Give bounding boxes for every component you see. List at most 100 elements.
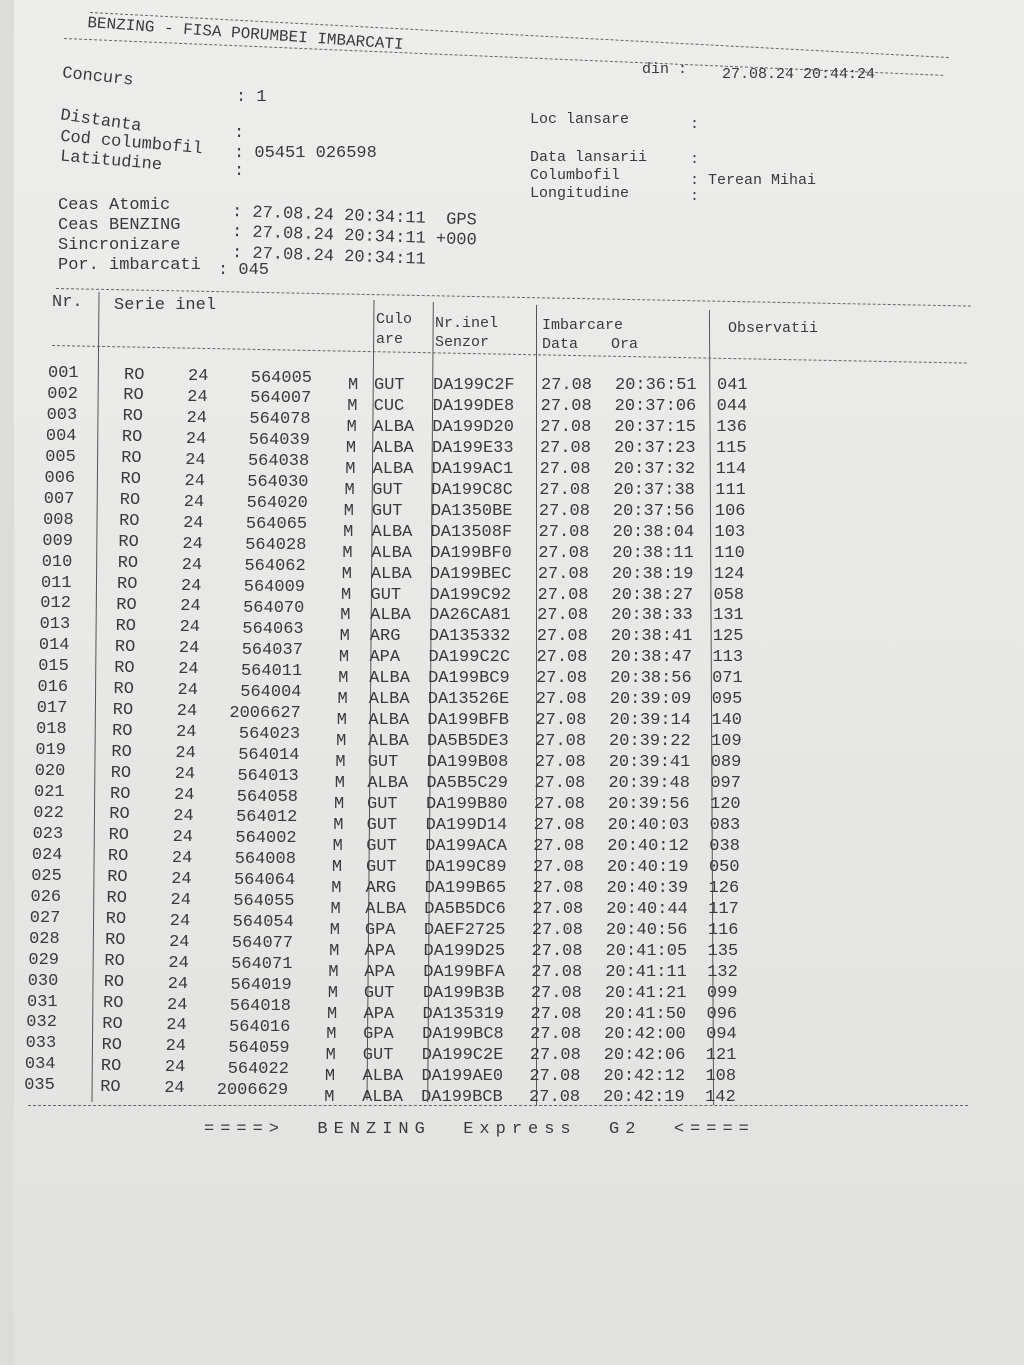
sex: M — [338, 669, 349, 689]
sensor-ring: DA199C2E — [421, 1046, 504, 1066]
table-row: 013 RO 24 564063 M ARG DA135332 27.08 20:38:41 12… — [0, 615, 1024, 646]
time: 20:37:06 — [614, 396, 697, 416]
ring-number: 564028 — [245, 536, 307, 556]
sensor-ring: DA199D14 — [425, 815, 508, 835]
country: RO — [112, 721, 133, 741]
observation: 109 — [711, 732, 742, 752]
color: ALBA — [368, 690, 410, 710]
table-row: 033 RO 24 564059 M GUT DA199C2E 27.08 20:42:06 12… — [0, 1034, 1024, 1065]
sensor-ring: DA199AC1 — [431, 459, 514, 479]
cod-columbofil-value: : 05451 026598 — [234, 144, 377, 163]
observation: 099 — [706, 983, 738, 1003]
year: 24 — [165, 1037, 186, 1057]
sex: M — [336, 732, 347, 752]
year: 24 — [185, 429, 207, 449]
col-header-culoare-1: Culo — [376, 311, 413, 328]
color: APA — [369, 648, 401, 668]
time: 20:39:22 — [609, 732, 691, 752]
date: 27.08 — [540, 396, 592, 416]
color: ALBA — [362, 1088, 403, 1108]
sex: M — [344, 480, 355, 500]
sex: M — [329, 941, 340, 961]
ring-number: 564013 — [237, 766, 299, 786]
sensor-ring: DA26CA81 — [429, 606, 511, 626]
observation: 083 — [709, 815, 741, 835]
sex: M — [331, 857, 343, 877]
date: 27.08 — [529, 1067, 581, 1087]
date: 27.08 — [538, 543, 590, 563]
ring-number: 564038 — [247, 452, 310, 472]
row-nr: 018 — [36, 720, 67, 740]
country: RO — [102, 1014, 123, 1034]
table-row: 016 RO 24 564004 M ALBA DA13526E 27.08 20:39:09 0… — [0, 678, 1024, 709]
sensor-ring: DA199BEC — [429, 564, 512, 584]
time: 20:38:04 — [612, 522, 695, 542]
col-header-culoare-2: are — [376, 331, 404, 348]
color: ALBA — [370, 564, 412, 584]
time: 20:39:48 — [608, 774, 690, 794]
table-row: 020 RO 24 564013 M ALBA DA5B5C29 27.08 20:39:48 0… — [0, 762, 1024, 793]
sex: M — [343, 522, 354, 542]
sex: M — [327, 1004, 338, 1024]
row-nr: 023 — [32, 824, 64, 844]
longitudine-label: Longitudine — [530, 185, 630, 202]
country: RO — [100, 1077, 121, 1097]
color: GUT — [366, 815, 398, 835]
col-header-ora: Ora — [611, 336, 639, 353]
table-row: 031 RO 24 564018 M APA DA135319 27.08 20:41:50 09… — [0, 993, 1024, 1024]
time: 20:41:11 — [605, 962, 687, 982]
observation: 113 — [712, 648, 744, 668]
ring-number: 564012 — [236, 808, 298, 828]
date: 27.08 — [538, 522, 590, 542]
latitudine-value: : — [234, 162, 245, 181]
sensor-ring: DA13526E — [427, 690, 510, 710]
country: RO — [123, 386, 144, 406]
year: 24 — [179, 618, 200, 638]
sensor-ring: DA199BFA — [423, 962, 505, 982]
year: 24 — [174, 765, 196, 785]
year: 24 — [164, 1058, 186, 1078]
din-value: 27.08.24 20:44:24 — [722, 66, 876, 83]
country: RO — [111, 742, 132, 762]
year: 24 — [184, 471, 205, 491]
color: GUT — [362, 1046, 394, 1066]
row-nr: 022 — [33, 803, 64, 823]
ring-number: 564063 — [242, 619, 304, 639]
ring-number: 564005 — [250, 368, 312, 388]
color: GPA — [363, 1025, 394, 1045]
ring-number: 564022 — [227, 1059, 289, 1079]
table-row: 012 RO 24 564070 M ALBA DA26CA81 27.08 20:38:33 1… — [0, 594, 1024, 625]
table-row: 002 RO 24 564007 M CUC DA199DE8 27.08 20:37:06 04… — [0, 385, 1024, 416]
country: RO — [119, 512, 140, 532]
year: 24 — [178, 639, 200, 659]
time: 20:42:19 — [603, 1088, 685, 1108]
table-row: 018 RO 24 564023 M ALBA DA5B5DE3 27.08 20:39:22 1… — [0, 720, 1024, 751]
date: 27.08 — [540, 417, 592, 437]
ring-number: 564008 — [234, 850, 296, 870]
concurs-value: : 1 — [236, 88, 267, 107]
observation: 094 — [706, 1025, 737, 1045]
sensor-ring: DA199C92 — [429, 585, 512, 605]
sex: M — [341, 585, 352, 605]
col-header-serie: Serie inel — [114, 296, 217, 315]
sex: M — [333, 815, 344, 835]
sensor-ring: DA5B5DE3 — [427, 732, 509, 752]
sensor-ring: DA199B3B — [422, 983, 505, 1003]
year: 24 — [169, 911, 191, 931]
sensor-ring: DA199B65 — [424, 878, 507, 898]
year: 24 — [169, 932, 190, 952]
ring-number: 564019 — [230, 976, 292, 996]
date: 27.08 — [531, 962, 583, 982]
table-row: 022 RO 24 564012 M GUT DA199D14 27.08 20:40:03 08… — [0, 804, 1024, 835]
color: GUT — [371, 501, 403, 521]
time: 20:40:19 — [606, 857, 689, 877]
table-row: 025 RO 24 564064 M ARG DA199B65 27.08 20:40:39 12… — [0, 867, 1024, 898]
sensor-ring: DA199BCB — [421, 1088, 503, 1108]
table-row: 026 RO 24 564055 M ALBA DA5B5DC6 27.08 20:40:44 1… — [0, 888, 1024, 919]
time: 20:38:56 — [610, 669, 692, 689]
sex: M — [334, 774, 345, 794]
color: APA — [364, 941, 396, 961]
table-row: 010 RO 24 564062 M ALBA DA199BEC 27.08 20:38:19 1… — [0, 553, 1024, 584]
year: 24 — [181, 555, 203, 575]
row-nr: 017 — [36, 699, 68, 719]
